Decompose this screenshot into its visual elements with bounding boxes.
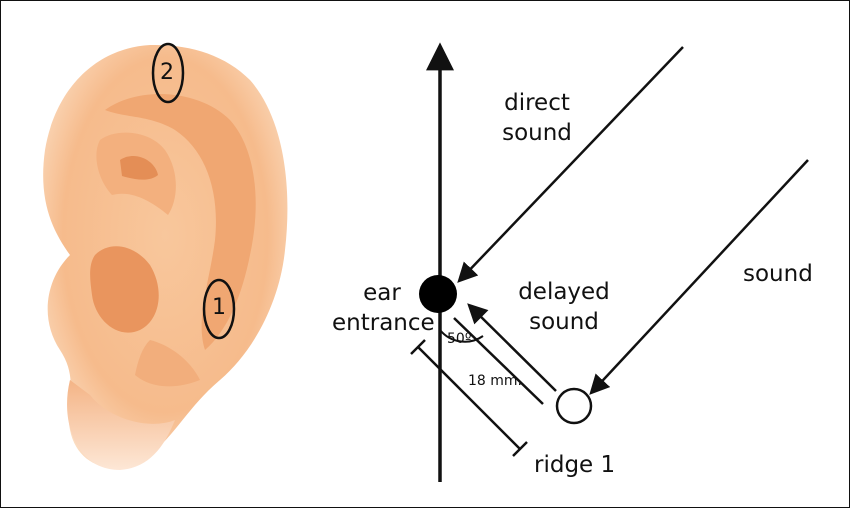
marker-2-label: 2: [160, 60, 174, 85]
delayed-sound-label-line1: delayed: [514, 277, 614, 307]
marker-1-label: 1: [212, 295, 226, 320]
direct-sound-label: direct sound: [494, 88, 580, 148]
direct-sound-arrow: [460, 47, 683, 280]
distance-label: 18 mm.: [468, 373, 522, 389]
ridge-label: ridge 1: [534, 450, 615, 480]
distance-dimension-line: [418, 347, 520, 449]
delayed-sound-label-line2: sound: [514, 307, 614, 337]
direct-sound-label-line1: direct: [494, 88, 580, 118]
ear-illustration: [43, 44, 287, 470]
sound-label: sound: [743, 259, 813, 289]
ear-entrance-label-line2: entrance: [332, 308, 432, 338]
angle-label: 50º: [447, 331, 471, 347]
direct-sound-label-line2: sound: [494, 118, 580, 148]
ear-entrance-label-line1: ear: [332, 278, 432, 308]
ridge-circle: [557, 389, 591, 423]
ear-entrance-label: ear entrance: [332, 278, 432, 338]
delayed-sound-label: delayed sound: [514, 277, 614, 337]
